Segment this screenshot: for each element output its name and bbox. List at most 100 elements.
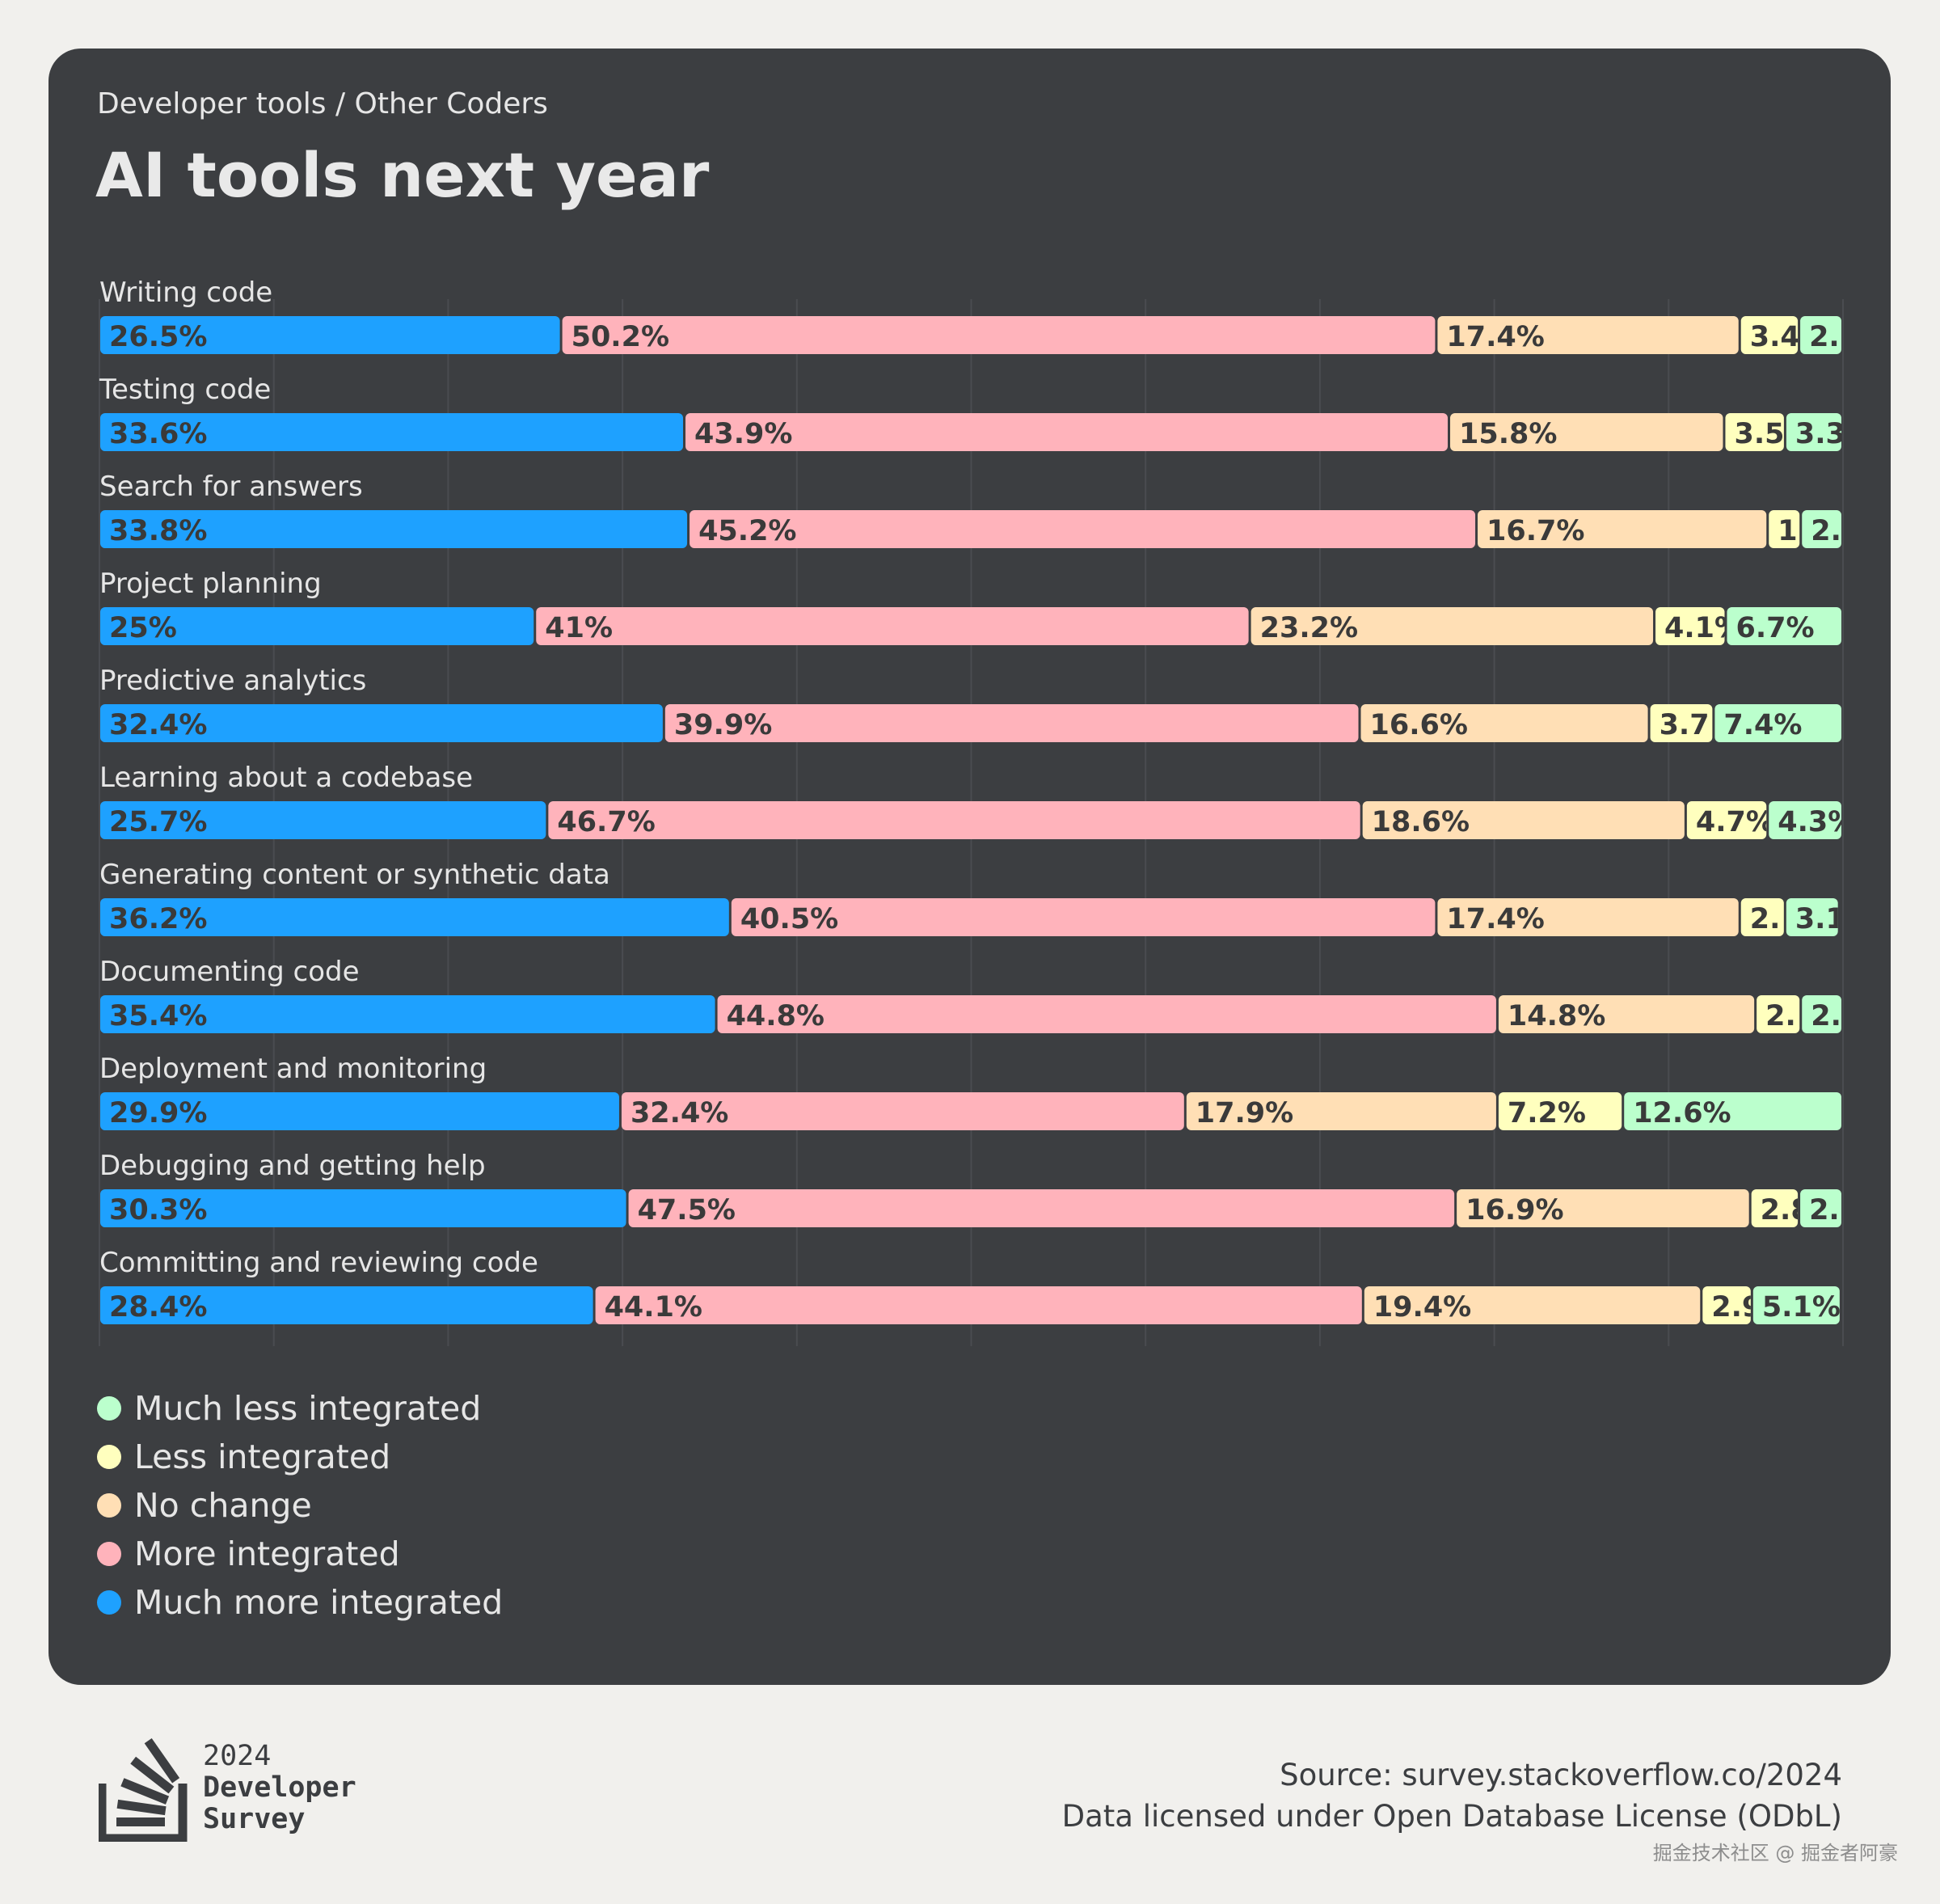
category-label: Writing code: [99, 277, 272, 309]
logo-year: 2024: [203, 1740, 272, 1772]
bar-segment: [1478, 510, 1767, 548]
bar-value-label: 39.9%: [674, 709, 772, 741]
chart-row: Predictive analytics 32.4% 39.9% 16.6% 3.7 7.…: [99, 665, 1841, 742]
bar-segment: [1769, 801, 1841, 839]
bar-segment: [1714, 704, 1841, 742]
bar-segment: [100, 510, 688, 548]
bar-value-label: 17.4%: [1446, 321, 1544, 353]
bar-value-label: 47.5%: [638, 1194, 736, 1226]
category-label: Project planning: [99, 568, 322, 600]
bar-segment: [595, 1286, 1362, 1324]
bar-segment: [1250, 607, 1654, 645]
bar-segment: [1457, 1189, 1749, 1227]
bar-value-label: 25.7%: [109, 806, 207, 838]
source-note: Source: survey.stackoverflow.co/2024 Dat…: [1062, 1754, 1842, 1837]
bar-value-label: 44.1%: [605, 1291, 702, 1324]
bar-value-label: 2.: [1765, 1000, 1796, 1032]
bar-value-label: 4.7%: [1696, 806, 1774, 838]
chart-row: Committing and reviewing code 28.4% 44.1% 1…: [99, 1247, 1841, 1324]
bar-value-label: 44.8%: [727, 1000, 824, 1032]
bar-segment: [1786, 898, 1838, 936]
bar-segment: [1800, 1189, 1841, 1227]
bar-segment: [1802, 510, 1841, 548]
bar-segment: [548, 801, 1360, 839]
bar-segment: [1186, 1092, 1496, 1130]
bar-segment: [1450, 413, 1723, 451]
bar-value-label: 19.4%: [1373, 1291, 1471, 1324]
bar-value-label: 2.: [1750, 903, 1781, 935]
bar-segment: [1498, 995, 1755, 1033]
bar-value-label: 16.7%: [1487, 515, 1584, 547]
bar-value-label: 43.9%: [694, 418, 792, 450]
bar-value-label: 33.6%: [109, 418, 207, 450]
bar-value-label: 29.9%: [109, 1097, 207, 1129]
bar-segment: [536, 607, 1249, 645]
legend-item: More integrated: [97, 1530, 503, 1578]
bar-value-label: 2.: [1811, 1000, 1841, 1032]
bar-value-label: 3.5: [1734, 418, 1784, 450]
chart-row: Documenting code 35.4% 44.8% 14.8% 2. 2.: [99, 956, 1841, 1033]
bar-segment: [1360, 704, 1648, 742]
bar-value-label: 16.9%: [1466, 1194, 1563, 1226]
breadcrumb: Developer tools / Other Coders: [97, 87, 548, 120]
legend-label: Much more integrated: [134, 1583, 504, 1622]
license-text: Data licensed under Open Database Licens…: [1061, 1799, 1842, 1834]
bar-segment: [1437, 898, 1739, 936]
category-label: Testing code: [99, 374, 271, 406]
bar-value-label: 16.6%: [1370, 709, 1468, 741]
legend-label: Much less integrated: [134, 1389, 482, 1428]
bar-segment: [1686, 801, 1767, 839]
bar-segment: [1702, 1286, 1751, 1324]
bar-segment: [100, 413, 684, 451]
bar-segment: [100, 1092, 619, 1130]
bar-segment: [717, 995, 1496, 1033]
bar-value-label: 7.4%: [1723, 709, 1802, 741]
bar-segment: [100, 995, 715, 1033]
logo-line-survey: Survey: [203, 1803, 306, 1835]
page-title: AI tools next year: [95, 139, 710, 211]
bar-value-label: 5.1%: [1762, 1291, 1841, 1324]
bar-value-label: 26.5%: [109, 321, 207, 353]
legend-label: More integrated: [134, 1535, 400, 1573]
bar-segment: [1362, 801, 1685, 839]
bar-segment: [628, 1189, 1455, 1227]
category-label: Generating content or synthetic data: [99, 859, 610, 891]
bar-segment: [690, 510, 1476, 548]
bar-value-label: 3.1: [1795, 903, 1845, 935]
legend-label: Less integrated: [134, 1437, 391, 1476]
bar-segment: [1655, 607, 1725, 645]
bar-segment: [1786, 413, 1841, 451]
chart-row: Deployment and monitoring 29.9% 32.4% 17.9%…: [99, 1053, 1841, 1130]
bar-segment: [1752, 1286, 1840, 1324]
bar-value-label: 1: [1778, 515, 1797, 547]
bar-value-label: 23.2%: [1260, 612, 1358, 644]
bar-value-label: 33.8%: [109, 515, 207, 547]
bar-value-label: 17.4%: [1446, 903, 1544, 935]
bar-value-label: 3.7: [1660, 709, 1710, 741]
bar-value-label: 15.8%: [1459, 418, 1557, 450]
bar-value-label: 4.1%: [1664, 612, 1743, 644]
bar-segment: [100, 1286, 593, 1324]
legend-item: Much more integrated: [97, 1578, 503, 1627]
bar-value-label: 2.: [1809, 321, 1840, 353]
bar-segment: [1725, 413, 1784, 451]
bar-segment: [100, 704, 663, 742]
chart-row: Debugging and getting help 30.3% 47.5% 16.9…: [99, 1150, 1841, 1227]
legend-dot: [97, 1590, 121, 1615]
bar-segment: [1727, 607, 1841, 645]
watermark: 掘金技术社区 @ 掘金者阿豪: [1652, 1842, 1898, 1864]
legend: Much less integrated Less integrated No ch…: [97, 1384, 503, 1627]
bar-segment: [664, 704, 1359, 742]
category-label: Learning about a codebase: [99, 762, 473, 794]
bar-value-label: 25%: [109, 612, 177, 644]
bar-value-label: 41%: [545, 612, 613, 644]
bar-segment: [100, 316, 560, 354]
category-label: Predictive analytics: [99, 665, 366, 697]
bar-segment: [100, 607, 534, 645]
legend-label: No change: [134, 1486, 312, 1525]
logo-line-developer: Developer: [203, 1771, 356, 1804]
bar-value-label: 18.6%: [1372, 806, 1470, 838]
bar-value-label: 32.4%: [630, 1097, 728, 1129]
bar-value-label: 3.3: [1795, 418, 1845, 450]
